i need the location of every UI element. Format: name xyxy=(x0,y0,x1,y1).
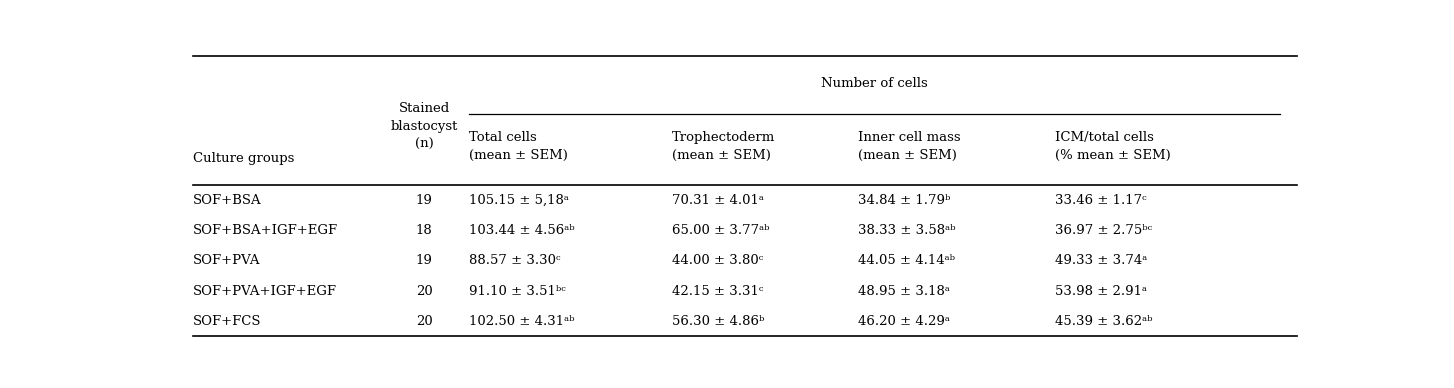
Text: SOF+PVA+IGF+EGF: SOF+PVA+IGF+EGF xyxy=(193,284,337,298)
Text: SOF+BSA+IGF+EGF: SOF+BSA+IGF+EGF xyxy=(193,224,339,237)
Text: 44.00 ± 3.80ᶜ: 44.00 ± 3.80ᶜ xyxy=(672,255,763,267)
Text: SOF+PVA: SOF+PVA xyxy=(193,255,260,267)
Text: 44.05 ± 4.14ᵃᵇ: 44.05 ± 4.14ᵃᵇ xyxy=(858,255,955,267)
Text: SOF+BSA: SOF+BSA xyxy=(193,194,262,207)
Text: 18: 18 xyxy=(416,224,432,237)
Text: 91.10 ± 3.51ᵇᶜ: 91.10 ± 3.51ᵇᶜ xyxy=(470,284,566,298)
Text: 46.20 ± 4.29ᵃ: 46.20 ± 4.29ᵃ xyxy=(858,315,949,328)
Text: 102.50 ± 4.31ᵃᵇ: 102.50 ± 4.31ᵃᵇ xyxy=(470,315,574,328)
Text: Stained
blastocyst
(n): Stained blastocyst (n) xyxy=(390,102,458,151)
Text: 36.97 ± 2.75ᵇᶜ: 36.97 ± 2.75ᵇᶜ xyxy=(1056,224,1152,237)
Text: 20: 20 xyxy=(416,315,432,328)
Text: 88.57 ± 3.30ᶜ: 88.57 ± 3.30ᶜ xyxy=(470,255,561,267)
Text: 53.98 ± 2.91ᵃ: 53.98 ± 2.91ᵃ xyxy=(1056,284,1147,298)
Text: Total cells
(mean ± SEM): Total cells (mean ± SEM) xyxy=(470,131,569,162)
Text: 103.44 ± 4.56ᵃᵇ: 103.44 ± 4.56ᵃᵇ xyxy=(470,224,574,237)
Text: 48.95 ± 3.18ᵃ: 48.95 ± 3.18ᵃ xyxy=(858,284,949,298)
Text: 19: 19 xyxy=(416,194,432,207)
Text: 42.15 ± 3.31ᶜ: 42.15 ± 3.31ᶜ xyxy=(672,284,763,298)
Text: ICM/total cells
(% mean ± SEM): ICM/total cells (% mean ± SEM) xyxy=(1056,131,1170,162)
Text: 45.39 ± 3.62ᵃᵇ: 45.39 ± 3.62ᵃᵇ xyxy=(1056,315,1153,328)
Text: 105.15 ± 5,18ᵃ: 105.15 ± 5,18ᵃ xyxy=(470,194,569,207)
Text: 38.33 ± 3.58ᵃᵇ: 38.33 ± 3.58ᵃᵇ xyxy=(858,224,955,237)
Text: 19: 19 xyxy=(416,255,432,267)
Text: SOF+FCS: SOF+FCS xyxy=(193,315,262,328)
Text: 34.84 ± 1.79ᵇ: 34.84 ± 1.79ᵇ xyxy=(858,194,951,207)
Text: Trophectoderm
(mean ± SEM): Trophectoderm (mean ± SEM) xyxy=(672,131,775,162)
Text: 20: 20 xyxy=(416,284,432,298)
Text: 49.33 ± 3.74ᵃ: 49.33 ± 3.74ᵃ xyxy=(1056,255,1147,267)
Text: 65.00 ± 3.77ᵃᵇ: 65.00 ± 3.77ᵃᵇ xyxy=(672,224,769,237)
Text: 56.30 ± 4.86ᵇ: 56.30 ± 4.86ᵇ xyxy=(672,315,765,328)
Text: Number of cells: Number of cells xyxy=(822,77,928,90)
Text: Culture groups: Culture groups xyxy=(193,152,294,165)
Text: 33.46 ± 1.17ᶜ: 33.46 ± 1.17ᶜ xyxy=(1056,194,1147,207)
Text: Inner cell mass
(mean ± SEM): Inner cell mass (mean ± SEM) xyxy=(858,131,961,162)
Text: 70.31 ± 4.01ᵃ: 70.31 ± 4.01ᵃ xyxy=(672,194,763,207)
